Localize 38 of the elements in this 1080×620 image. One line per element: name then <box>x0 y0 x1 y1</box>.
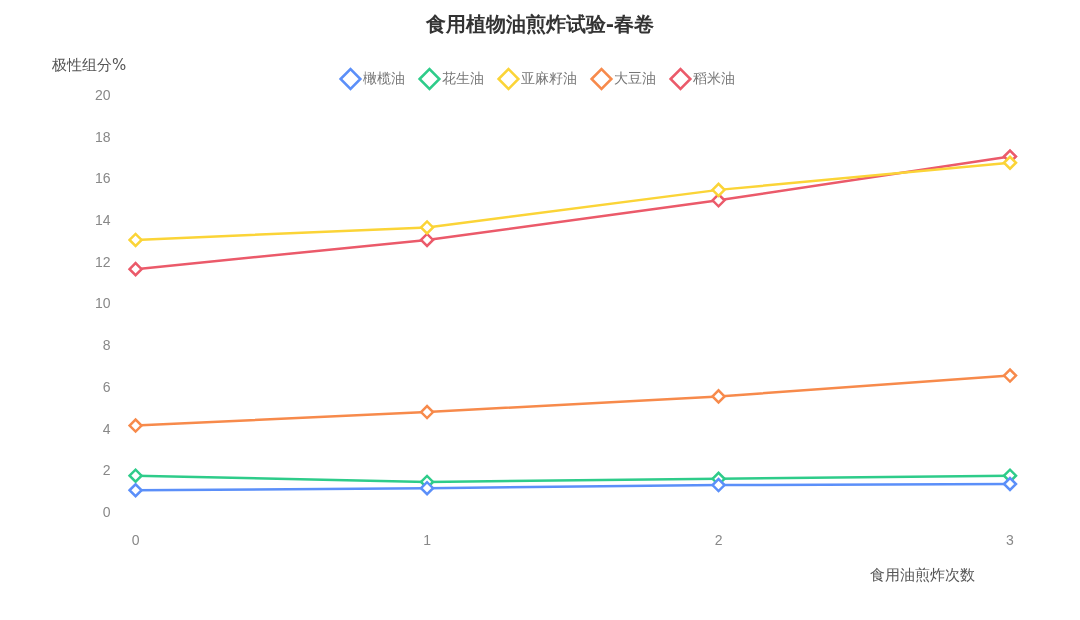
y-tick-label: 6 <box>102 378 111 395</box>
point <box>1002 368 1018 383</box>
point <box>419 480 435 496</box>
y-tick-label: 8 <box>102 337 111 354</box>
point <box>128 261 143 277</box>
point <box>419 404 435 420</box>
y-tick-label: 12 <box>94 253 111 270</box>
legend-label: 亚麻籽油 <box>520 69 577 86</box>
legend-label: 稻米油 <box>692 69 735 86</box>
y-axis-title: 极性组分% <box>51 56 127 75</box>
point <box>711 389 726 404</box>
point <box>711 182 726 198</box>
point <box>128 468 143 483</box>
y-tick-label: 10 <box>94 295 111 312</box>
point <box>128 232 143 248</box>
chart-title: 食用植物油煎炸试验-春卷 <box>424 12 655 37</box>
point <box>419 220 435 235</box>
y-tick-label: 14 <box>94 212 111 229</box>
legend-label: 花生油 <box>441 69 484 86</box>
legend-label: 橄榄油 <box>362 69 405 86</box>
y-tick-label: 4 <box>102 420 111 437</box>
y-tick-label: 16 <box>94 170 111 187</box>
legend-label: 大豆油 <box>613 69 656 86</box>
point <box>128 418 143 433</box>
point <box>711 477 726 493</box>
point <box>128 483 143 498</box>
y-tick-label: 2 <box>102 462 111 479</box>
point <box>1002 476 1018 492</box>
x-axis-title: 食用油煎炸次数 <box>870 565 975 584</box>
point <box>1002 155 1018 170</box>
x-tick-label: 2 <box>714 532 723 549</box>
x-tick-label: 1 <box>423 532 432 549</box>
y-tick-label: 0 <box>102 504 111 521</box>
y-tick-label: 18 <box>94 128 111 145</box>
x-tick-label: 3 <box>1006 532 1015 549</box>
point <box>419 232 435 248</box>
y-tick-label: 20 <box>94 86 111 103</box>
x-tick-label: 0 <box>131 532 140 549</box>
